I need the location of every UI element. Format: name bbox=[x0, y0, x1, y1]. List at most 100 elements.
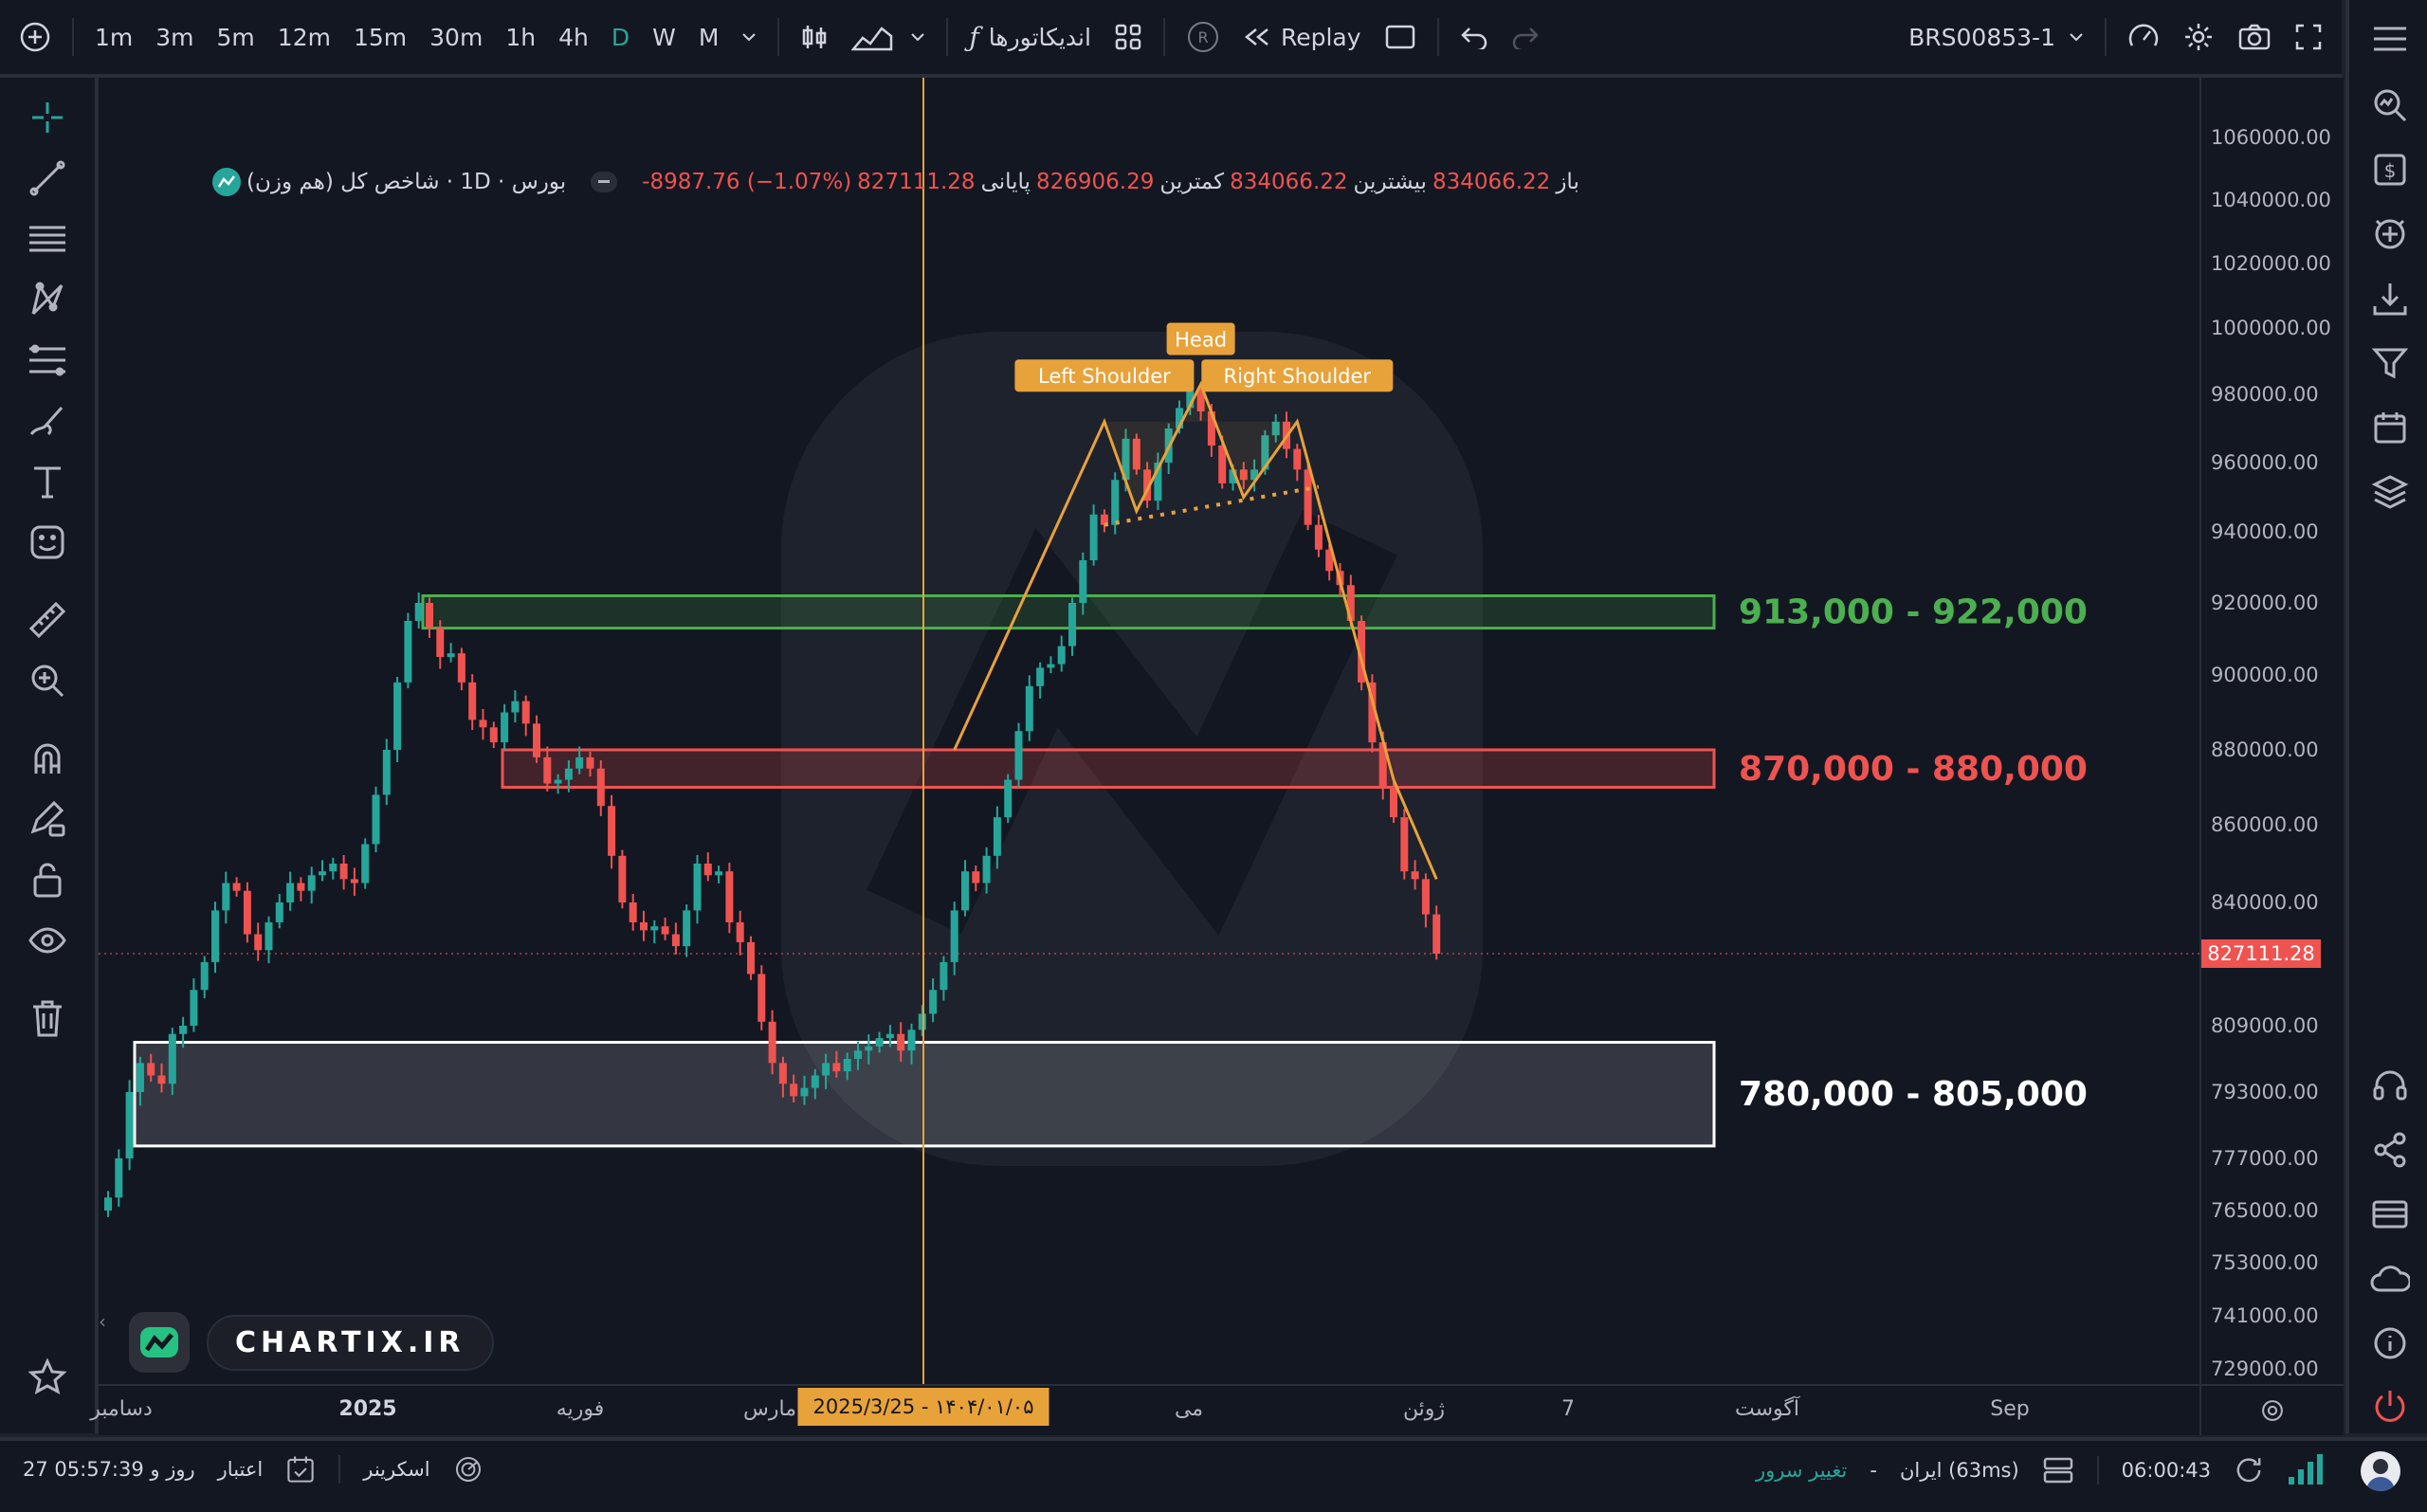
replay-button[interactable]: Replay bbox=[1232, 0, 1373, 74]
undo-button[interactable] bbox=[1449, 0, 1500, 74]
chart-style-button[interactable] bbox=[840, 0, 937, 74]
alert-badge-button[interactable]: R bbox=[1175, 0, 1232, 74]
horizontal-lines-tool[interactable] bbox=[25, 216, 70, 262]
chevron-down-icon bbox=[742, 33, 757, 42]
candle-body bbox=[1207, 411, 1215, 446]
candle-body bbox=[596, 768, 605, 807]
symbol-selector[interactable]: BRS00853-1 bbox=[1897, 0, 2095, 74]
candle-body bbox=[822, 1063, 830, 1076]
candle-body bbox=[468, 682, 477, 720]
wallet-button[interactable]: $ bbox=[2366, 146, 2414, 193]
price-chart[interactable]: 913,000 - 922,000 870,000 - 880,000 780,00… bbox=[99, 78, 2199, 1384]
rectangle-button[interactable] bbox=[1373, 0, 1428, 74]
info-button[interactable] bbox=[2366, 1320, 2414, 1367]
candle-body bbox=[811, 1075, 819, 1088]
replay-label: Replay bbox=[1280, 23, 1361, 51]
download-button[interactable] bbox=[2366, 275, 2414, 322]
candle-body bbox=[286, 883, 295, 902]
redo-button[interactable] bbox=[1500, 0, 1551, 74]
collapse-handle[interactable]: ‹ bbox=[99, 1310, 106, 1333]
timeframe-5m[interactable]: 5m bbox=[216, 23, 255, 51]
timeframe-1h[interactable]: 1h bbox=[505, 23, 537, 51]
ruler-tool[interactable] bbox=[25, 597, 70, 643]
alerts-button[interactable] bbox=[2366, 210, 2414, 258]
emoji-tool[interactable] bbox=[25, 519, 70, 565]
time-axis[interactable]: دسامبر 2025 فوریه مارس می ژوئن 7 آگوست Sep 2025/3… bbox=[90, 1384, 2199, 1435]
stay-drawing-tool[interactable] bbox=[25, 796, 70, 842]
timeframe-1m[interactable]: 1m bbox=[95, 23, 134, 51]
camera-icon bbox=[2238, 24, 2271, 50]
candle-body bbox=[501, 712, 509, 743]
logout-button[interactable] bbox=[2366, 1382, 2414, 1430]
candle-body bbox=[683, 910, 691, 947]
refresh-icon[interactable] bbox=[2234, 1455, 2264, 1485]
pattern-line bbox=[953, 380, 1438, 880]
candle-body bbox=[747, 941, 755, 975]
crosshair-tool[interactable] bbox=[25, 95, 70, 140]
price-tick: 1040000.00 bbox=[2211, 189, 2331, 211]
calendar-check-icon bbox=[287, 1456, 314, 1483]
chart-pane[interactable]: 913,000 - 922,000 870,000 - 880,000 780,00… bbox=[99, 78, 2199, 1433]
candle-body bbox=[265, 921, 273, 951]
trend-line-icon bbox=[29, 160, 65, 196]
screener-label[interactable]: اسکرینر bbox=[363, 1458, 430, 1481]
server-change-button[interactable]: تغییر سرور bbox=[1755, 1459, 1848, 1482]
layout-button[interactable] bbox=[1103, 0, 1154, 74]
speed-button[interactable] bbox=[2116, 0, 2171, 74]
credit-label: اعتبار bbox=[217, 1458, 264, 1481]
axis-settings-button[interactable] bbox=[2199, 1384, 2344, 1435]
user-avatar[interactable] bbox=[2361, 1451, 2400, 1491]
favorites-tool[interactable] bbox=[25, 1354, 70, 1399]
pattern-tool[interactable] bbox=[25, 277, 70, 322]
fullscreen-button[interactable] bbox=[2283, 0, 2342, 74]
visibility-tool[interactable] bbox=[25, 918, 70, 963]
legend-toggle-button[interactable] bbox=[591, 172, 618, 192]
candle-body bbox=[329, 864, 338, 872]
timeframe-30m[interactable]: 30m bbox=[429, 23, 484, 51]
time-tick: 7 bbox=[1561, 1397, 1575, 1421]
filter-button[interactable] bbox=[2366, 339, 2414, 387]
support-button[interactable] bbox=[2366, 1062, 2414, 1109]
candle-type-button[interactable] bbox=[789, 0, 840, 74]
candle-body bbox=[650, 926, 659, 931]
timeframe-w[interactable]: W bbox=[652, 23, 676, 51]
search-button[interactable] bbox=[2366, 82, 2414, 129]
lock-tool[interactable] bbox=[25, 857, 70, 902]
status-bar bbox=[0, 1437, 2427, 1512]
candle-body bbox=[875, 1038, 884, 1047]
layers-button[interactable] bbox=[2366, 468, 2414, 516]
undo-icon bbox=[1460, 27, 1487, 49]
candle-body bbox=[1400, 817, 1409, 872]
billing-button[interactable] bbox=[2366, 1191, 2414, 1238]
price-tick: 753000.00 bbox=[2211, 1251, 2319, 1274]
candle-body bbox=[147, 1063, 155, 1076]
brush-tool[interactable] bbox=[25, 398, 70, 444]
screenshot-button[interactable] bbox=[2226, 0, 2283, 74]
candle-body bbox=[1293, 448, 1302, 470]
price-axis[interactable]: 1060000.00 1040000.00 1020000.00 1000000.00… bbox=[2199, 78, 2344, 1384]
timeframe-m[interactable]: M bbox=[698, 23, 720, 51]
timeframe-15m[interactable]: 15m bbox=[353, 23, 408, 51]
indicators-button[interactable]: ƒ اندیکاتورها bbox=[958, 0, 1103, 74]
settings-button[interactable] bbox=[2171, 0, 2226, 74]
timeframe-d[interactable]: D bbox=[611, 23, 630, 51]
trend-line-tool[interactable] bbox=[25, 155, 70, 201]
text-tool[interactable] bbox=[25, 459, 70, 504]
fib-tool[interactable] bbox=[25, 337, 70, 383]
timeframe-4h[interactable]: 4h bbox=[558, 23, 589, 51]
timeframe-12m[interactable]: 12m bbox=[277, 23, 331, 51]
share-button[interactable] bbox=[2366, 1126, 2414, 1174]
low-label: کمترین bbox=[1159, 170, 1225, 194]
add-symbol-button[interactable] bbox=[0, 0, 63, 74]
zoom-tool[interactable] bbox=[25, 658, 70, 703]
magnet-tool[interactable] bbox=[25, 736, 70, 781]
timeframe-3m[interactable]: 3m bbox=[155, 23, 194, 51]
card-icon bbox=[2372, 1200, 2408, 1229]
calendar-button[interactable] bbox=[2366, 404, 2414, 451]
chartix-logo-icon bbox=[217, 175, 235, 188]
pattern-icon bbox=[31, 282, 64, 316]
menu-button[interactable] bbox=[2366, 15, 2414, 63]
delete-tool[interactable] bbox=[25, 995, 70, 1041]
cloud-button[interactable] bbox=[2366, 1255, 2414, 1303]
timeframe-dropdown[interactable] bbox=[730, 0, 768, 74]
